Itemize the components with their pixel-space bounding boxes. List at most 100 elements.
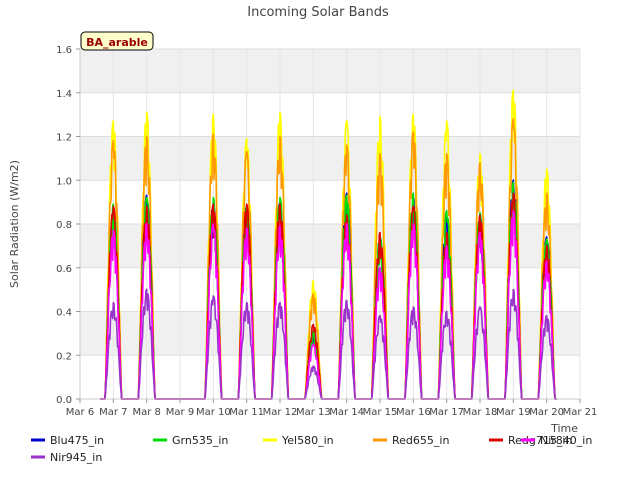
data-point-Red655_in bbox=[412, 131, 415, 134]
legend-label: Yel580_in bbox=[281, 434, 334, 447]
y-tick-label: 1.4 bbox=[56, 89, 72, 100]
data-point-Yel580_in bbox=[512, 89, 515, 92]
data-point-Yel580_in bbox=[412, 113, 415, 116]
annotation-box: BA_arable bbox=[80, 31, 154, 51]
data-point-Redg715_in bbox=[279, 203, 281, 206]
data-point-Nir945_in bbox=[112, 301, 115, 304]
data-point-Redg715_in bbox=[112, 205, 115, 208]
x-tick-label: Mar 21 bbox=[563, 407, 598, 418]
data-point-Nir945_in bbox=[279, 301, 281, 304]
legend: Blu475_in Grn535_in Yel580_in Red655_in Redg… bbox=[31, 434, 592, 464]
x-tick-label: Mar 11 bbox=[229, 407, 264, 418]
y-tick-label: 0.8 bbox=[56, 220, 72, 231]
data-point-Nir840_in bbox=[112, 229, 115, 232]
data-point-Blu475_in bbox=[345, 192, 348, 195]
legend-item-Yel580_in: Yel580_in bbox=[263, 434, 334, 447]
data-point-Nir945_in bbox=[245, 301, 248, 304]
legend-label: Redg715_in bbox=[508, 434, 572, 447]
legend-label: Red655_in bbox=[392, 434, 449, 447]
data-point-Yel580_in bbox=[545, 168, 548, 171]
data-point-Yel580_in bbox=[112, 120, 115, 123]
data-point-Red655_in bbox=[445, 153, 448, 155]
x-tick-label: Mar 16 bbox=[396, 407, 431, 418]
data-point-Redg715_in bbox=[479, 214, 481, 217]
data-point-Nir945_in bbox=[479, 306, 481, 309]
data-point-Yel580_in bbox=[479, 153, 481, 155]
data-point-Redg715_in bbox=[312, 323, 315, 326]
legend-item-Blu475_in: Blu475_in bbox=[31, 434, 104, 447]
x-tick-label: Mar 8 bbox=[132, 407, 160, 418]
data-point-Nir840_in bbox=[445, 244, 448, 247]
background-band bbox=[80, 49, 580, 93]
x-tick-label: Mar 19 bbox=[496, 407, 531, 418]
data-point-Grn535_in bbox=[545, 238, 548, 241]
legend-label: Grn535_in bbox=[172, 434, 228, 447]
data-point-Redg715_in bbox=[545, 244, 548, 247]
data-point-Yel580_in bbox=[379, 115, 381, 118]
data-point-Yel580_in bbox=[279, 111, 281, 114]
annotation-box-bg bbox=[80, 31, 154, 51]
data-point-Grn535_in bbox=[445, 209, 448, 212]
data-point-Grn535_in bbox=[279, 196, 281, 199]
data-point-Red655_in bbox=[312, 293, 315, 295]
data-point-Red655_in bbox=[345, 144, 348, 147]
legend-item-Redg715_in: Redg715_in bbox=[489, 434, 572, 447]
data-point-Yel580_in bbox=[212, 113, 215, 116]
data-point-Nir840_in bbox=[479, 231, 481, 234]
legend-label: Blu475_in bbox=[50, 434, 104, 447]
legend-item-Nir840_in: Nir840_in bbox=[521, 434, 592, 447]
x-tick-label: Mar 17 bbox=[429, 407, 464, 418]
data-point-Nir840_in bbox=[345, 223, 348, 225]
x-tick-label: Mar 6 bbox=[66, 407, 94, 418]
y-tick-label: 1.6 bbox=[56, 45, 72, 56]
x-tick-label: Mar 7 bbox=[99, 407, 127, 418]
y-tick-label: 1.0 bbox=[56, 176, 72, 187]
chart-title: Incoming Solar Bands bbox=[247, 5, 389, 20]
x-tick-label: Mar 12 bbox=[263, 407, 298, 418]
data-point-Grn535_in bbox=[345, 194, 348, 197]
data-point-Red655_in bbox=[112, 139, 115, 142]
y-tick-label: 0.4 bbox=[56, 308, 72, 319]
data-point-Nir945_in bbox=[512, 288, 515, 291]
data-point-Red655_in bbox=[512, 118, 515, 120]
data-point-Nir840_in bbox=[279, 225, 281, 228]
y-axis-label: Solar Radiation (W/m2) bbox=[8, 160, 21, 288]
data-point-Nir945_in bbox=[412, 306, 415, 309]
data-point-Yel580_in bbox=[245, 137, 248, 140]
y-tick-label: 1.2 bbox=[56, 133, 72, 144]
data-point-Blu475_in bbox=[145, 194, 148, 197]
data-point-Nir945_in bbox=[312, 365, 315, 368]
data-point-Nir840_in bbox=[512, 209, 515, 212]
data-point-Nir945_in bbox=[145, 288, 148, 291]
x-axis-label: Time bbox=[550, 422, 578, 435]
data-point-Red655_in bbox=[145, 135, 148, 138]
background-band bbox=[80, 224, 580, 268]
y-tick-label: 0.6 bbox=[56, 264, 72, 275]
data-point-Grn535_in bbox=[112, 203, 115, 206]
x-tick-label: Mar 20 bbox=[529, 407, 564, 418]
legend-label: Nir945_in bbox=[50, 451, 102, 464]
data-point-Nir840_in bbox=[312, 343, 315, 346]
data-point-Yel580_in bbox=[145, 111, 148, 114]
data-point-Grn535_in bbox=[145, 196, 148, 199]
data-point-Red655_in bbox=[379, 153, 381, 155]
x-tick-label: Mar 9 bbox=[166, 407, 194, 418]
data-point-Red655_in bbox=[212, 133, 215, 136]
data-point-Redg715_in bbox=[245, 203, 248, 206]
data-point-Nir840_in bbox=[212, 223, 215, 225]
data-point-Redg715_in bbox=[445, 231, 448, 234]
legend-item-Grn535_in: Grn535_in bbox=[153, 434, 228, 447]
data-point-Yel580_in bbox=[445, 120, 448, 123]
data-point-Redg715_in bbox=[145, 205, 148, 208]
x-tick-label: Mar 15 bbox=[363, 407, 398, 418]
data-point-Redg715_in bbox=[379, 231, 381, 234]
data-point-Grn535_in bbox=[479, 212, 481, 214]
data-point-Redg715_in bbox=[512, 192, 515, 195]
x-tick-label: Mar 13 bbox=[296, 407, 331, 418]
data-point-Nir840_in bbox=[245, 227, 248, 230]
y-tick-label: 0.2 bbox=[56, 351, 72, 362]
background-band bbox=[80, 311, 580, 356]
